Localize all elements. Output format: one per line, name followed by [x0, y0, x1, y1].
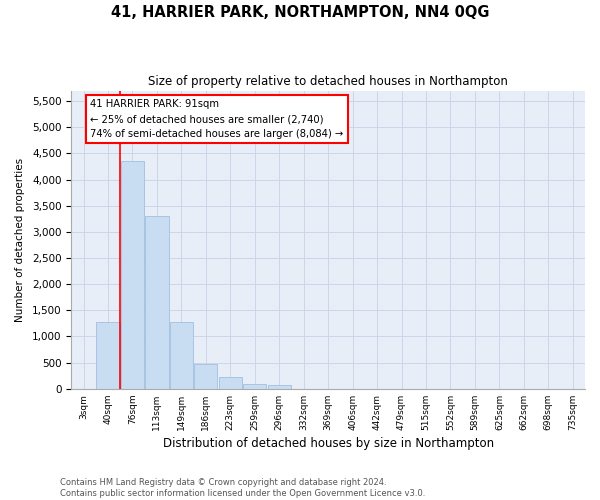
Bar [121, 161, 144, 389]
Bar [268, 385, 291, 389]
Bar [194, 364, 217, 389]
Bar [97, 322, 119, 389]
Text: 41, HARRIER PARK, NORTHAMPTON, NN4 0QG: 41, HARRIER PARK, NORTHAMPTON, NN4 0QG [111, 5, 489, 20]
Text: 41 HARRIER PARK: 91sqm
← 25% of detached houses are smaller (2,740)
74% of semi-: 41 HARRIER PARK: 91sqm ← 25% of detached… [91, 100, 344, 139]
Bar [170, 322, 193, 389]
Bar [145, 216, 169, 389]
Bar [218, 377, 242, 389]
Title: Size of property relative to detached houses in Northampton: Size of property relative to detached ho… [148, 75, 508, 88]
Y-axis label: Number of detached properties: Number of detached properties [15, 158, 25, 322]
X-axis label: Distribution of detached houses by size in Northampton: Distribution of detached houses by size … [163, 437, 494, 450]
Text: Contains HM Land Registry data © Crown copyright and database right 2024.
Contai: Contains HM Land Registry data © Crown c… [60, 478, 425, 498]
Bar [243, 384, 266, 389]
